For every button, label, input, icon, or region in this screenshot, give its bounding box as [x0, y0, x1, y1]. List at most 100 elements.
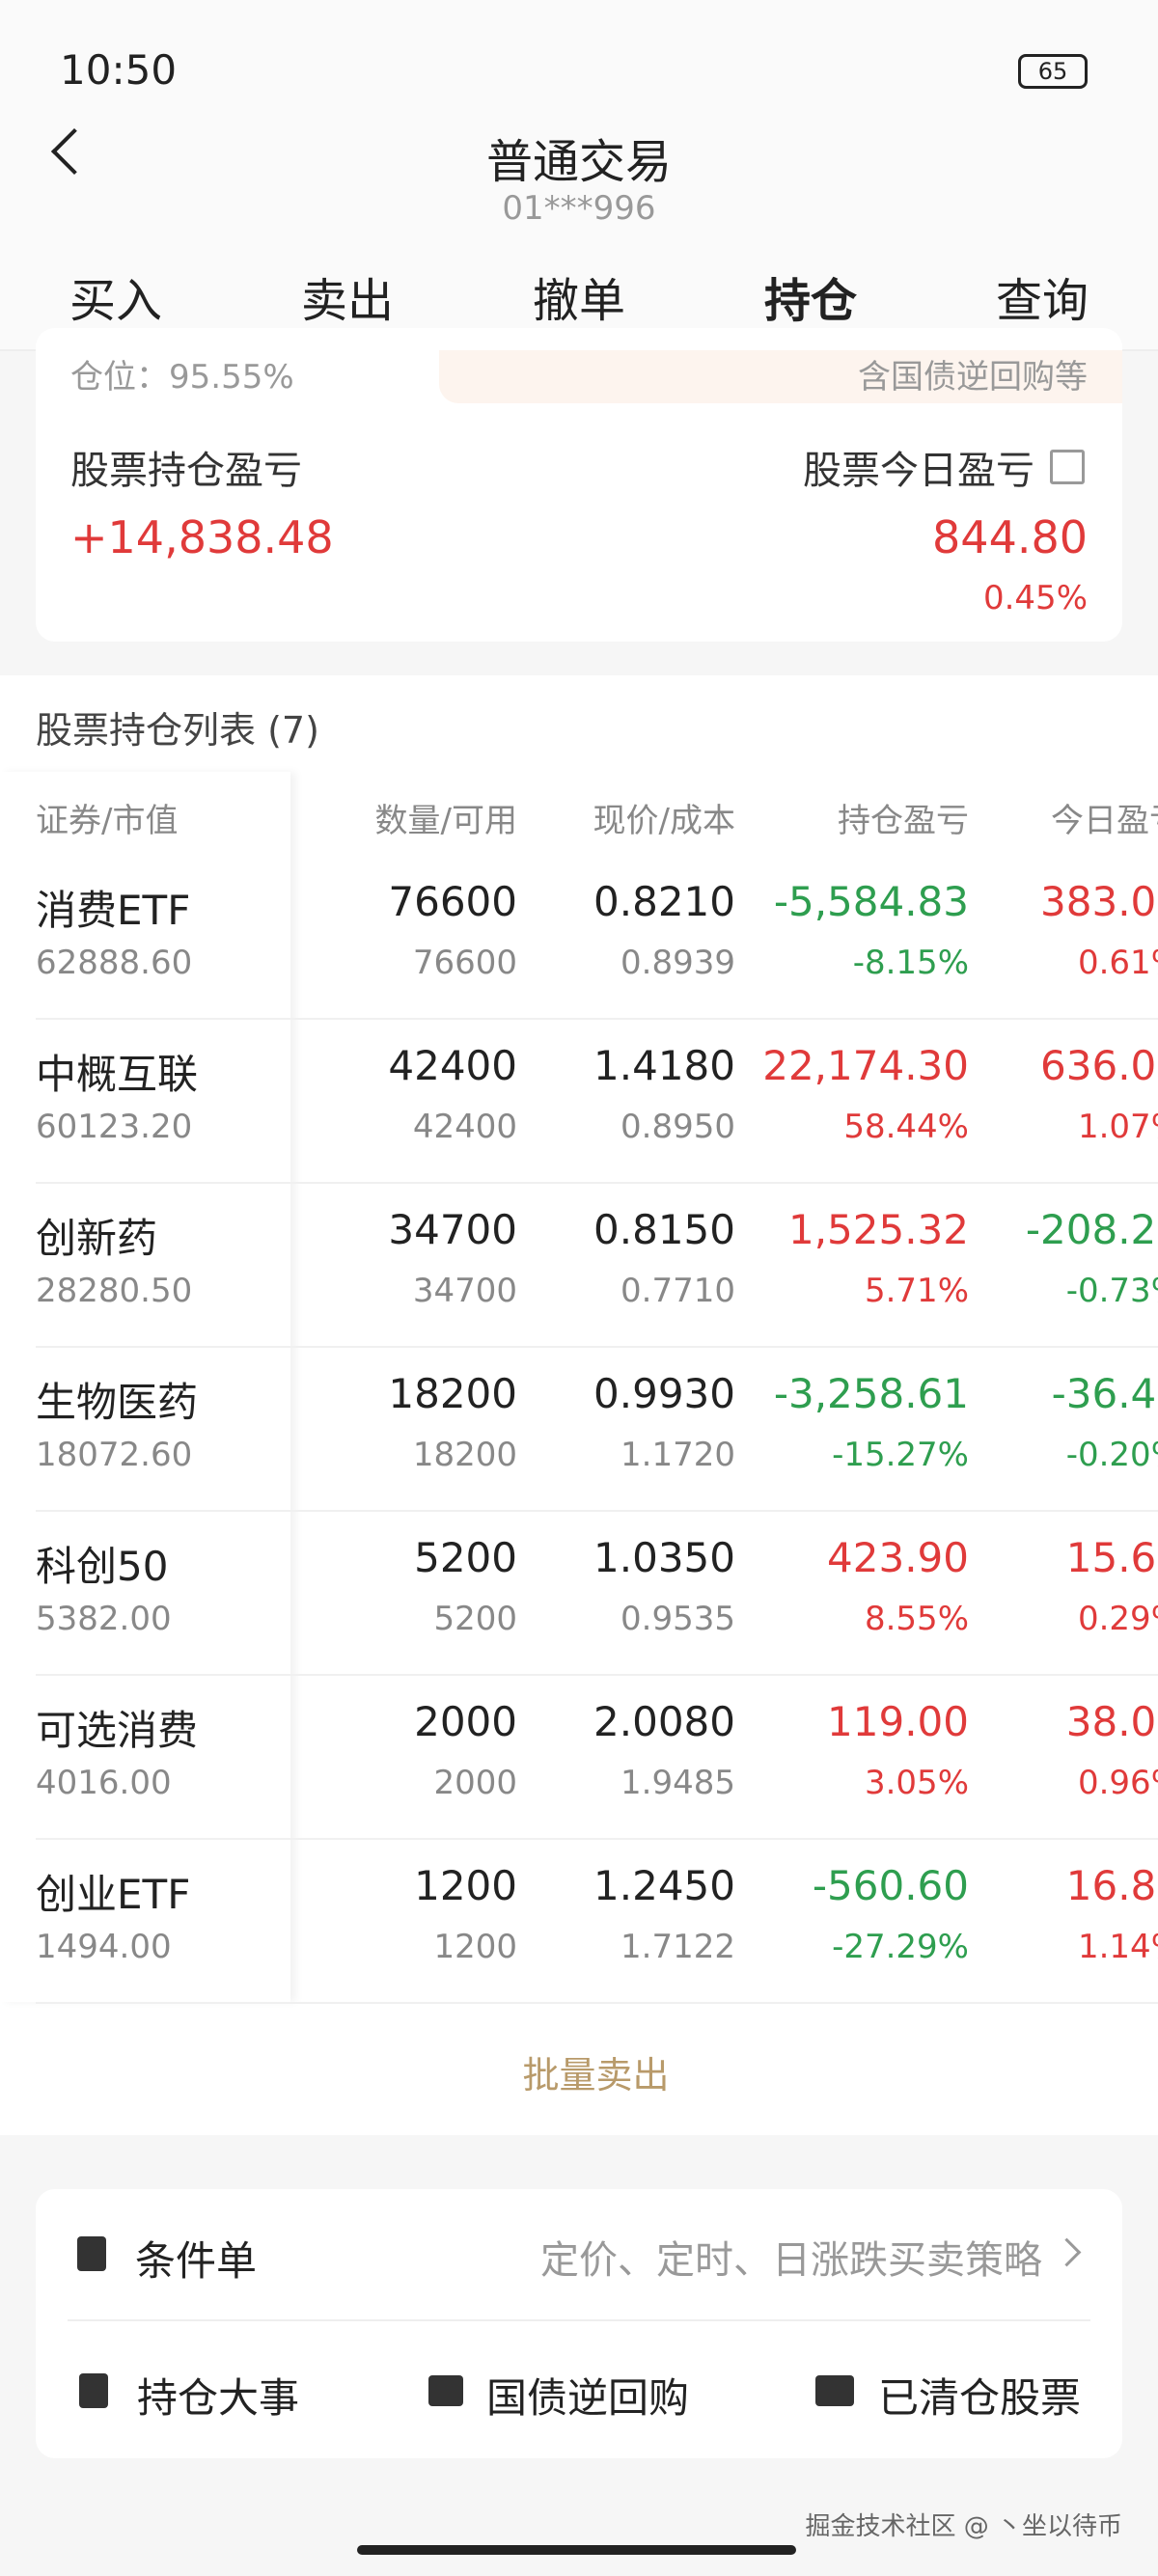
- divider: [68, 2319, 1090, 2321]
- pnl: 1,525.32: [787, 1206, 969, 1253]
- today-pct: -0.20%: [1065, 1436, 1158, 1474]
- security-name: 创业ETF: [36, 1871, 191, 1918]
- security-name: 中概互联: [36, 1051, 199, 1098]
- row-divider: [36, 1838, 1158, 1840]
- market-value: 28280.50: [36, 1272, 193, 1310]
- battery: 65: [1018, 54, 1088, 89]
- today-pnl: 38.00: [1065, 1698, 1158, 1745]
- cost: 1.1720: [620, 1436, 735, 1474]
- holding-value: +14,838.48: [70, 511, 334, 563]
- market-value: 60123.20: [36, 1108, 193, 1146]
- icon: [79, 2373, 108, 2408]
- price: 0.9930: [593, 1370, 735, 1417]
- pnl: 423.90: [827, 1534, 969, 1581]
- security-name: 可选消费: [36, 1707, 199, 1754]
- today-pnl: 16.80: [1065, 1862, 1158, 1909]
- tab[interactable]: 查询: [995, 274, 1089, 328]
- security-name: 生物医药: [36, 1379, 199, 1426]
- cost: 0.7710: [620, 1272, 735, 1310]
- available: 42400: [412, 1108, 517, 1146]
- icon: [815, 2375, 854, 2406]
- pnl-pct: 58.44%: [843, 1108, 969, 1146]
- market-value: 62888.60: [36, 944, 193, 982]
- price: 2.0080: [593, 1698, 735, 1745]
- time: 10:50: [60, 46, 178, 94]
- available: 2000: [433, 1764, 517, 1802]
- cost: 0.8950: [620, 1108, 735, 1146]
- price: 1.0350: [593, 1534, 735, 1581]
- available: 34700: [412, 1272, 517, 1310]
- column-header[interactable]: 持仓盈亏: [838, 802, 969, 840]
- list-title: 股票持仓列表 (7): [36, 709, 319, 752]
- today-pct: 0.61%: [1077, 944, 1158, 982]
- tab[interactable]: 卖出: [300, 274, 394, 328]
- price: 0.8150: [593, 1206, 735, 1253]
- column-header[interactable]: 今日盈亏: [1051, 802, 1158, 840]
- today-pnl: 383.00: [1040, 878, 1158, 925]
- security-name: 消费ETF: [36, 887, 191, 934]
- tab[interactable]: 持仓: [763, 274, 857, 328]
- today-value: 844.80: [932, 511, 1088, 563]
- today-pct: 0.96%: [1077, 1764, 1158, 1802]
- price: 0.8210: [593, 878, 735, 925]
- pnl-pct: 8.55%: [864, 1600, 969, 1638]
- events[interactable]: 持仓大事: [137, 2374, 300, 2422]
- row-divider: [36, 1674, 1158, 1676]
- today-pnl: -208.20: [1025, 1206, 1158, 1253]
- today-label[interactable]: 股票今日盈亏: [803, 449, 1034, 493]
- security-name: 科创50: [36, 1543, 169, 1590]
- today-pct: 1.14%: [1077, 1928, 1158, 1966]
- today-pct: 1.07%: [1077, 1108, 1158, 1146]
- market-value: 1494.00: [36, 1928, 172, 1966]
- pnl: 22,174.30: [762, 1042, 969, 1089]
- quantity: 42400: [388, 1042, 517, 1089]
- today-pct: -0.73%: [1065, 1272, 1158, 1310]
- pnl: -3,258.61: [773, 1370, 969, 1417]
- repo[interactable]: 国债逆回购: [486, 2374, 690, 2422]
- today-pnl: 636.00: [1040, 1042, 1158, 1089]
- row-divider: [36, 1346, 1158, 1348]
- pnl-pct: 5.71%: [864, 1272, 969, 1310]
- today-pct: 0.29%: [1077, 1600, 1158, 1638]
- tab[interactable]: 买入: [69, 274, 162, 328]
- available: 18200: [412, 1436, 517, 1474]
- price: 1.4180: [593, 1042, 735, 1089]
- link-icon[interactable]: [1050, 450, 1085, 484]
- top-bar: [0, 0, 1158, 350]
- market-value: 18072.60: [36, 1436, 193, 1474]
- column-header[interactable]: 数量/可用: [374, 802, 517, 840]
- available: 1200: [433, 1928, 517, 1966]
- cost: 1.7122: [620, 1928, 735, 1966]
- available: 76600: [412, 944, 517, 982]
- column-header[interactable]: 证券/市值: [36, 802, 179, 840]
- watermark: 掘金技术社区 @ 丶坐以待币: [805, 2512, 1122, 2541]
- account: 01***996: [502, 189, 656, 228]
- home-indicator: [357, 2545, 796, 2555]
- icon: [428, 2375, 463, 2406]
- column-header: 现价/成本: [593, 802, 735, 840]
- quantity: 1200: [414, 1862, 517, 1909]
- row-divider: [36, 1018, 1158, 1020]
- cost: 1.9485: [620, 1764, 735, 1802]
- conditional-desc[interactable]: 定价、定时、日涨跌买卖策略: [540, 2238, 1042, 2283]
- market-value: 4016.00: [36, 1764, 172, 1802]
- cleared[interactable]: 已清仓股票: [878, 2374, 1082, 2422]
- security-name: 创新药: [36, 1215, 158, 1262]
- icon: [77, 2236, 106, 2271]
- holdings-list: 股票持仓列表 (7) 证券/市值 数量/可用 现价/成本 持仓盈亏 今日盈亏消费ETF 6…: [0, 675, 1158, 2135]
- position-ratio: 仓位：95.55%: [70, 358, 294, 397]
- tab[interactable]: 撤单: [532, 274, 625, 328]
- today-pnl: 15.60: [1065, 1534, 1158, 1581]
- pnl: -5,584.83: [773, 878, 969, 925]
- pnl-pct: -15.27%: [832, 1436, 969, 1474]
- today-pct: 0.45%: [982, 579, 1088, 617]
- hint-banner: [439, 350, 1122, 403]
- row-divider: [36, 1510, 1158, 1512]
- conditional[interactable]: 条件单: [135, 2237, 258, 2285]
- pnl-pct: -8.15%: [852, 944, 969, 982]
- batch-sell[interactable]: 批量卖出: [522, 2054, 670, 2096]
- pnl: -560.60: [812, 1862, 969, 1909]
- row-divider: [36, 1182, 1158, 1184]
- tools-card: [36, 2189, 1122, 2458]
